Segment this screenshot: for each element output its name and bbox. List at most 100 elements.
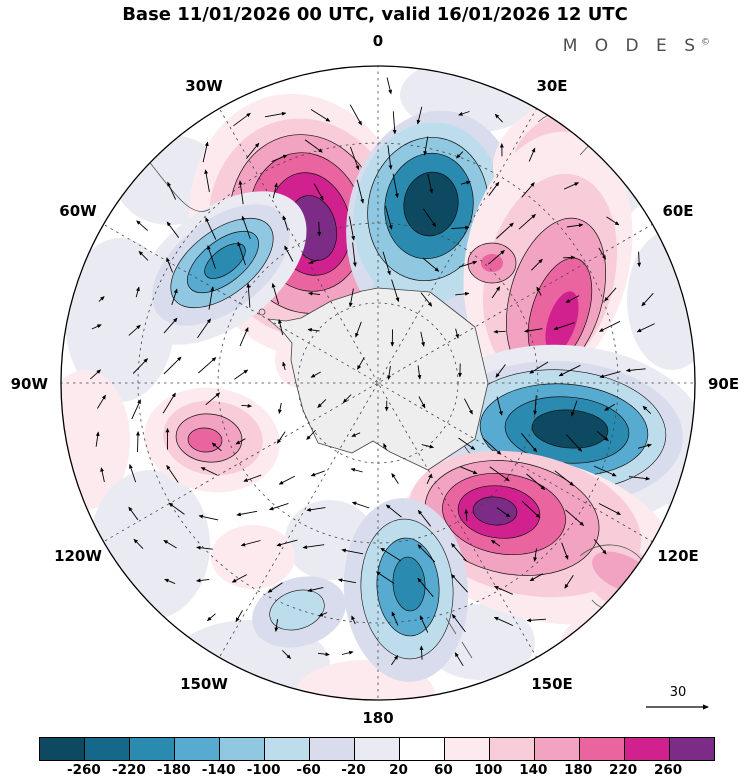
wind-arrow <box>533 395 538 416</box>
wind-arrow <box>356 179 364 204</box>
wind-arrow <box>421 444 435 449</box>
wind-arrow <box>598 247 606 260</box>
colorbar-tick-label: 220 <box>609 762 638 778</box>
wind-arrow <box>237 241 246 266</box>
wind-arrow <box>564 574 574 589</box>
wind-arrow <box>391 655 399 666</box>
island-coastline <box>258 308 266 316</box>
wind-arrow <box>282 361 286 371</box>
wind-arrow <box>200 467 218 476</box>
wind-arrow <box>458 437 476 450</box>
colorbar-tick-labels: -260 -220 -180 -140 -100 -60 -20 20 60 100 140 180 2… <box>39 762 713 782</box>
wind-arrow <box>281 650 292 660</box>
wind-arrow <box>168 502 185 515</box>
wind-arrow <box>416 106 423 125</box>
wind-arrow <box>423 136 429 156</box>
wind-arrow <box>166 257 174 273</box>
wind-arrow <box>235 610 243 623</box>
wind-arrow <box>493 585 513 595</box>
colorbar-cell <box>355 738 400 760</box>
wind-arrow <box>89 369 102 380</box>
reference-vector-label: 30 <box>670 685 687 700</box>
colorbar-cell <box>40 738 85 760</box>
wind-arrow <box>490 539 501 547</box>
anomaly-region <box>90 470 210 620</box>
wind-arrow <box>606 216 620 226</box>
wind-arrow <box>563 255 576 260</box>
wind-arrow <box>271 154 288 163</box>
wind-arrow <box>422 257 440 272</box>
south-america-coastline <box>145 157 211 212</box>
wind-arrow <box>341 650 354 655</box>
colorbar-cell <box>580 738 625 760</box>
wind-arrow <box>206 613 216 622</box>
wind-arrow <box>317 652 330 657</box>
wind-arrow <box>162 392 176 414</box>
meridian-line <box>102 223 654 543</box>
longitude-label-0: 0 <box>373 32 383 50</box>
meridian-line <box>218 107 538 659</box>
brand-text: M O D E S <box>562 36 701 56</box>
wind-arrow <box>306 429 316 441</box>
wind-arrow <box>417 577 434 597</box>
wind-arrow <box>276 539 298 547</box>
brand-copyright-mark: © <box>701 37 710 48</box>
wind-arrow <box>641 292 654 307</box>
anomaly-region <box>392 556 426 612</box>
wind-arrow <box>380 547 402 562</box>
wind-arrow <box>241 215 251 240</box>
wind-arrow <box>533 548 538 562</box>
wind-arrow <box>420 292 433 307</box>
wind-arrow <box>317 221 322 237</box>
colorbar-tick-label: 100 <box>474 762 503 778</box>
wind-arrow <box>341 548 364 555</box>
wind-arrow <box>164 578 176 585</box>
wind-arrow <box>455 328 460 339</box>
colorbar-tick-label: 60 <box>433 762 453 778</box>
wind-arrow <box>211 442 222 452</box>
wind-arrow <box>163 317 178 334</box>
wind-arrow <box>521 500 541 519</box>
latitude-circle <box>137 142 619 624</box>
wind-arrow <box>563 182 580 190</box>
wind-arrow <box>593 465 617 477</box>
wind-arrow <box>284 245 294 262</box>
wind-arrow <box>482 437 502 455</box>
wind-arrow <box>136 220 148 231</box>
wind-arrow <box>310 109 331 122</box>
wind-arrow <box>268 502 289 511</box>
wind-arrow <box>642 405 652 414</box>
wind-arrow <box>166 464 179 483</box>
wind-arrow <box>418 396 426 409</box>
wind-arrow <box>208 286 215 310</box>
longitude-label-90e: 90E <box>708 375 739 393</box>
wind-arrow <box>456 151 464 159</box>
wind-arrow <box>98 296 105 302</box>
wind-arrow <box>521 433 538 453</box>
colorbar-cell <box>310 738 355 760</box>
wind-arrow <box>565 509 585 526</box>
wind-arrow <box>496 396 503 416</box>
wind-arrow <box>455 291 470 296</box>
wind-arrow <box>100 467 105 483</box>
wind-arrow <box>451 613 466 633</box>
wind-arrow <box>636 323 655 333</box>
wind-arrow <box>348 216 356 241</box>
wind-arrow <box>451 225 470 230</box>
wind-arrow <box>202 141 209 163</box>
wind-arrow <box>493 616 514 627</box>
meridian-line <box>218 107 538 659</box>
wind-arrow <box>491 286 501 299</box>
colorbar-tick-label: -20 <box>341 762 366 778</box>
wind-arrow <box>526 618 546 623</box>
wind-arrow <box>307 291 321 296</box>
wind-arrow <box>318 612 328 617</box>
colorbar-tick-label: -260 <box>66 762 101 778</box>
wind-arrow <box>387 145 393 170</box>
colorbar-cell <box>670 738 714 760</box>
longitude-label-30e: 30E <box>536 77 567 95</box>
wind-arrow <box>391 472 399 484</box>
wind-arrow <box>135 286 140 298</box>
wind-arrow <box>521 182 535 198</box>
wind-arrow <box>392 111 397 135</box>
